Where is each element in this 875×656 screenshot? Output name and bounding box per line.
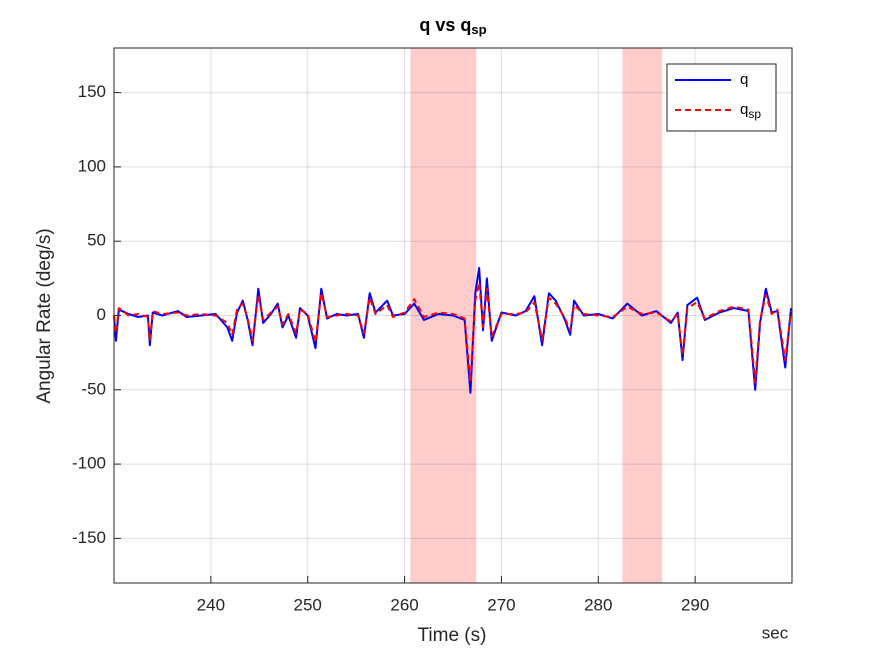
- legend-label: qsp: [740, 101, 761, 121]
- title-subscript: sp: [471, 22, 486, 37]
- legend-box: [666, 63, 777, 132]
- y-tick-label: 0: [97, 305, 106, 324]
- x-tick-label: 240: [197, 595, 225, 614]
- legend-name: q: [740, 71, 748, 88]
- y-axis-label: Angular Rate (deg/s): [34, 228, 55, 403]
- x-tick-label: 260: [390, 595, 418, 614]
- y-tick-label: -100: [72, 454, 106, 473]
- title-text: q vs q: [419, 15, 471, 35]
- x-tick-label: 290: [681, 595, 709, 614]
- y-tick-label: 100: [78, 156, 106, 175]
- x-axis-label: Time (s): [418, 625, 487, 646]
- chart-title: q vs qsp: [419, 15, 486, 38]
- legend-label: q: [740, 71, 748, 88]
- y-tick-label: -50: [81, 379, 106, 398]
- y-tick-label: -150: [72, 528, 106, 547]
- x-unit-label: sec: [762, 623, 789, 642]
- y-tick-label: 150: [78, 82, 106, 101]
- x-tick-label: 270: [487, 595, 515, 614]
- legend-subscript: sp: [748, 107, 761, 121]
- axes-box: [113, 47, 793, 584]
- y-tick-label: 50: [87, 231, 106, 250]
- legend-name: q: [740, 101, 748, 118]
- plot-area: 240 250 260 270 280 290 -150 -100 -50 0 50 100 150 qq…: [72, 47, 793, 614]
- data-line: [113, 281, 793, 384]
- x-tick-label: 280: [584, 595, 612, 614]
- x-tick-label: 250: [294, 595, 322, 614]
